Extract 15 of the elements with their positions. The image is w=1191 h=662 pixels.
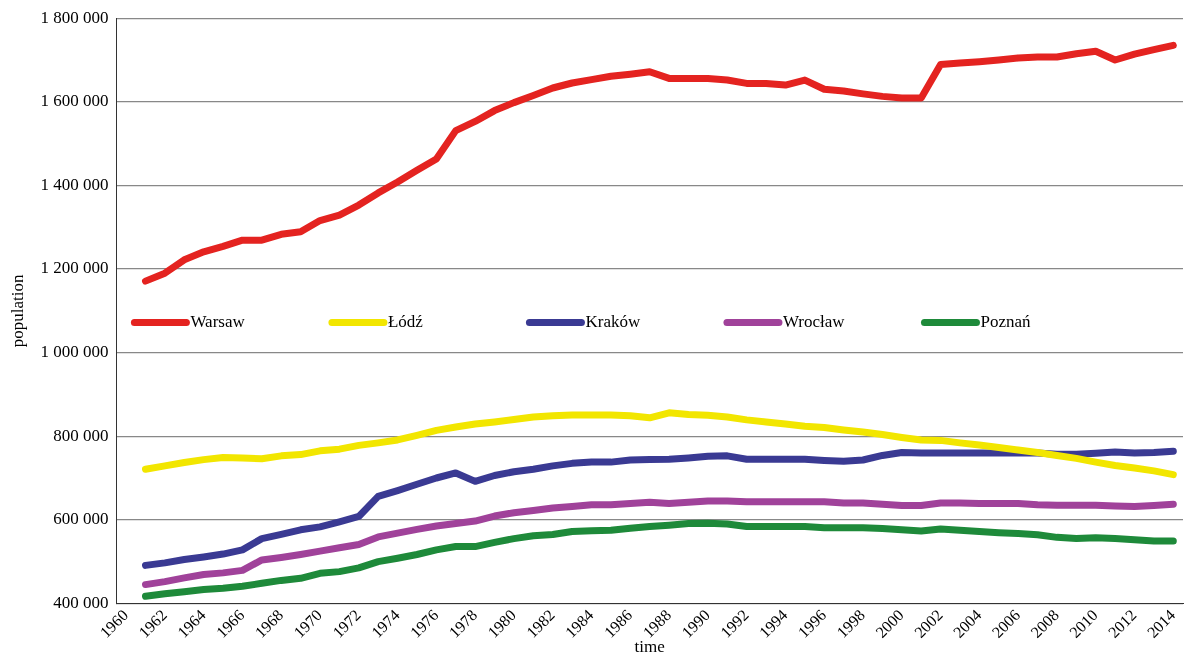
legend-label: Kraków bbox=[585, 311, 641, 331]
y-tick-label: 400 000 bbox=[53, 592, 109, 612]
y-tick-label: 600 000 bbox=[53, 509, 109, 529]
y-tick-label: 1 600 000 bbox=[40, 91, 109, 111]
x-axis-title: time bbox=[634, 637, 665, 657]
y-tick-label: 800 000 bbox=[53, 425, 109, 445]
y-tick-label: 1 200 000 bbox=[40, 258, 109, 278]
y-axis-title: population bbox=[7, 273, 27, 348]
legend-label: Poznań bbox=[980, 311, 1032, 331]
legend-label: Warsaw bbox=[190, 311, 246, 331]
y-tick-label: 1 000 000 bbox=[40, 342, 109, 362]
legend-label: Wrocław bbox=[782, 311, 846, 331]
legend-label: Łódź bbox=[387, 311, 424, 331]
y-tick-label: 1 800 000 bbox=[40, 7, 109, 27]
y-tick-label: 1 400 000 bbox=[40, 174, 109, 194]
